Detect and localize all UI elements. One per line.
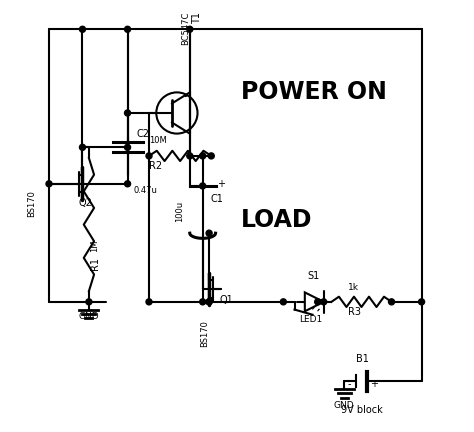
Text: GND: GND [79, 312, 99, 321]
Circle shape [280, 299, 286, 305]
Text: 10M: 10M [149, 136, 167, 145]
Text: -: - [348, 379, 351, 389]
Text: 0.47u: 0.47u [133, 186, 157, 195]
Text: C2: C2 [136, 129, 149, 139]
Circle shape [187, 26, 193, 32]
Circle shape [315, 299, 321, 305]
Circle shape [200, 299, 206, 305]
Text: R1: R1 [90, 257, 100, 270]
Text: S1: S1 [307, 271, 319, 281]
Circle shape [125, 144, 130, 150]
Circle shape [125, 26, 130, 32]
Text: C1: C1 [210, 194, 223, 204]
Circle shape [46, 181, 52, 187]
Circle shape [86, 299, 92, 305]
Text: T1: T1 [192, 12, 202, 24]
Circle shape [208, 153, 214, 159]
Text: R3: R3 [348, 307, 361, 317]
Circle shape [200, 183, 206, 189]
Text: 1M: 1M [90, 240, 99, 252]
Circle shape [80, 144, 85, 150]
Circle shape [146, 153, 152, 159]
Text: BS170: BS170 [27, 190, 36, 216]
Polygon shape [305, 292, 324, 311]
Circle shape [125, 181, 130, 187]
Circle shape [206, 299, 212, 305]
Text: BC547C: BC547C [181, 12, 190, 45]
Text: Q1: Q1 [220, 295, 234, 305]
Text: 1k: 1k [348, 283, 359, 292]
Circle shape [200, 153, 206, 159]
Text: LED1: LED1 [299, 315, 322, 324]
Text: 9V block: 9V block [341, 405, 383, 415]
Text: +: + [370, 379, 378, 389]
Text: Q2: Q2 [78, 198, 92, 208]
Text: R2: R2 [149, 161, 162, 171]
Circle shape [146, 299, 152, 305]
Text: B1: B1 [356, 354, 369, 364]
Circle shape [321, 299, 327, 305]
Circle shape [206, 299, 212, 305]
Circle shape [187, 153, 193, 159]
Circle shape [206, 230, 212, 236]
Circle shape [419, 299, 425, 305]
Circle shape [125, 110, 130, 116]
Circle shape [389, 299, 394, 305]
Text: GND: GND [334, 400, 355, 410]
Text: LOAD: LOAD [241, 208, 313, 232]
Circle shape [80, 26, 85, 32]
Text: 100u: 100u [175, 201, 184, 222]
Text: +: + [217, 179, 225, 189]
Text: BS170: BS170 [201, 320, 210, 347]
Text: POWER ON: POWER ON [241, 79, 387, 104]
